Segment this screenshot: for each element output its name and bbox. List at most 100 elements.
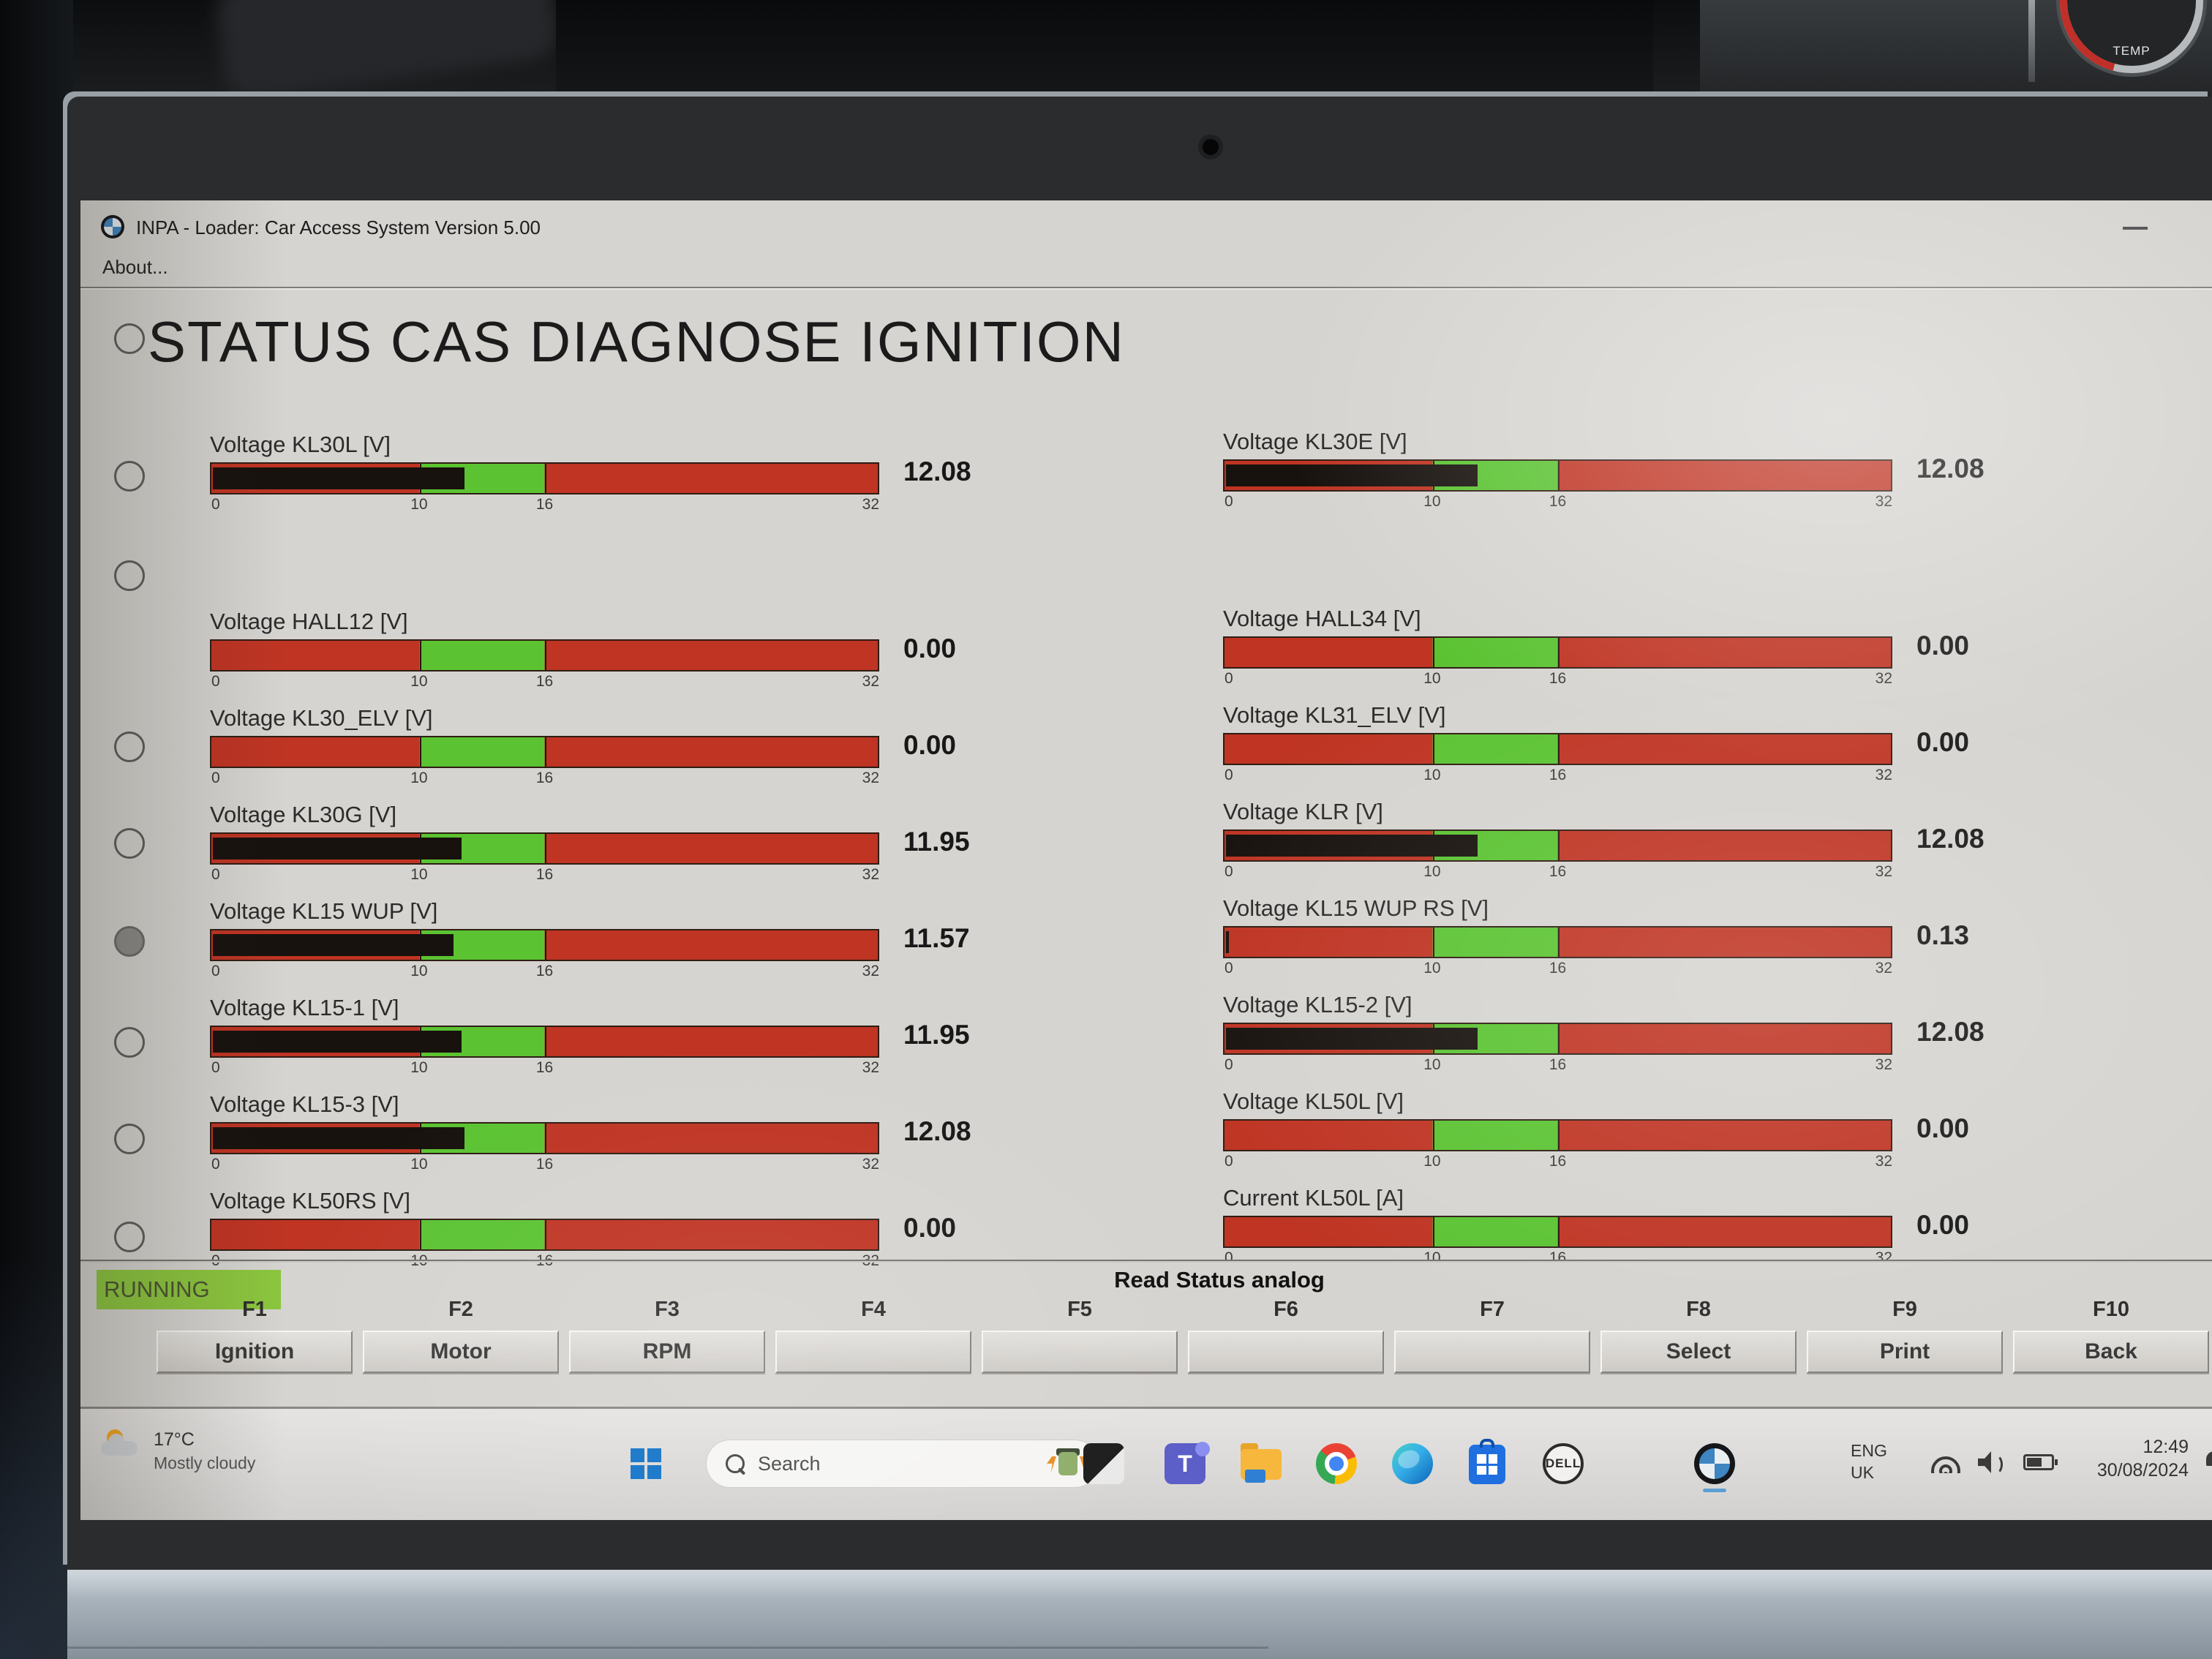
gauge-bar-fill	[1226, 835, 1478, 857]
radio-indicator[interactable]	[114, 560, 145, 591]
windows-taskbar: 17°C Mostly cloudy Search	[80, 1407, 2212, 1520]
gauge-row: Voltage KL50L [V] 0 10 16 32 0.00	[1223, 1088, 2181, 1172]
radio-indicator[interactable]	[114, 1222, 145, 1252]
tick-10: 10	[1423, 493, 1441, 510]
tick-16: 16	[1549, 767, 1567, 783]
tick-0: 0	[1224, 960, 1233, 977]
function-key-button[interactable]	[1394, 1331, 1590, 1373]
gauge-bar	[210, 832, 879, 865]
file-explorer-icon[interactable]	[1241, 1443, 1282, 1484]
tick-16: 16	[535, 1059, 554, 1076]
tick-10: 10	[410, 1059, 428, 1076]
gauge-row: Voltage KLR [V] 0 10 16 32 12.08	[1223, 799, 2181, 882]
gauge-label: Voltage KL30L [V]	[210, 432, 391, 457]
gauge-value: 11.95	[903, 1020, 970, 1050]
weather-widget[interactable]: 17°C Mostly cloudy	[101, 1429, 255, 1473]
tick-0: 0	[211, 963, 220, 979]
gauge-scale: 0 10 16 32	[210, 1156, 879, 1175]
photos-app-icon[interactable]	[1083, 1443, 1124, 1484]
tick-10: 10	[410, 770, 428, 786]
status-message: Read Status analog	[1114, 1267, 1325, 1293]
tick-10: 10	[1423, 767, 1441, 783]
gauge-scale: 0 10 16 32	[210, 496, 879, 515]
radio-indicator[interactable]	[114, 323, 145, 354]
radio-indicator[interactable]	[114, 828, 145, 859]
chrome-app-icon[interactable]	[1316, 1443, 1357, 1484]
menu-about[interactable]: About...	[102, 256, 168, 278]
function-key-button[interactable]: RPM	[569, 1331, 765, 1373]
gauge-row: Voltage KL15-1 [V] 0 10 16 32 11.95	[210, 995, 1168, 1078]
language-switcher[interactable]: ENG UK	[1851, 1440, 1887, 1483]
gauge-row: Voltage KL15 WUP RS [V] 0 10 16 32 0.13	[1223, 895, 2181, 979]
function-key-cell: F3 RPM	[569, 1298, 765, 1373]
gauge-row: Voltage KL30L [V] 0 10 16 32 12.08	[210, 432, 1168, 515]
bmw-app-icon	[101, 215, 124, 238]
clock-widget[interactable]: 12:49 30/08/2024	[2055, 1435, 2189, 1482]
search-input[interactable]: Search	[706, 1440, 1099, 1488]
tick-10: 10	[410, 1252, 428, 1269]
function-key-label: F2	[448, 1298, 473, 1321]
gauge-row: Current KL50L [A] 0 10 16 32 0.00	[1223, 1185, 2181, 1268]
gauge-bar	[1223, 830, 1892, 862]
gauge-scale: 0 10 16 32	[210, 866, 879, 885]
windows-start-button[interactable]	[631, 1448, 661, 1479]
gauge-bar	[1223, 1023, 1892, 1055]
radio-indicator[interactable]	[114, 1124, 145, 1154]
speaker-icon[interactable]	[1978, 1451, 2004, 1475]
function-key-button[interactable]: Ignition	[157, 1331, 353, 1373]
function-key-button[interactable]	[982, 1331, 1178, 1373]
tick-0: 0	[211, 1252, 220, 1270]
function-key-button[interactable]	[1188, 1331, 1384, 1373]
status-badge: RUNNING	[97, 1270, 281, 1309]
gauge-label: Voltage KLR [V]	[1223, 799, 1383, 824]
dell-app-icon[interactable]: DELL	[1543, 1443, 1584, 1484]
tick-16: 16	[1549, 1056, 1567, 1073]
tick-32: 32	[862, 496, 879, 513]
gauge-row: Voltage KL31_ELV [V] 0 10 16 32 0.00	[1223, 702, 2181, 786]
gauge-label: Voltage HALL34 [V]	[1223, 606, 1421, 631]
gauge-bar	[210, 639, 879, 672]
laptop-screen: INPA - Loader: Car Access System Version…	[80, 200, 2212, 1520]
dashboard-trim	[2028, 0, 2035, 82]
function-key-label: F10	[2093, 1298, 2129, 1321]
language-code: ENG	[1851, 1441, 1887, 1460]
function-key-button[interactable]: Print	[1807, 1331, 2003, 1373]
gauge-row: Voltage KL50RS [V] 0 10 16 32 0.00	[210, 1188, 1168, 1271]
tick-10: 10	[410, 496, 428, 513]
gauge-label: Voltage HALL12 [V]	[210, 609, 408, 634]
radio-indicator-selected[interactable]	[114, 926, 145, 957]
function-key-button[interactable]: Select	[1600, 1331, 1797, 1373]
gauge-bar	[1223, 459, 1892, 492]
gauge-row: Voltage HALL34 [V] 0 10 16 32 0.00	[1223, 606, 2181, 689]
bmw-inpa-taskbar-icon[interactable]	[1694, 1443, 1735, 1492]
gauge-column-right: Voltage KL30E [V] 0 10 16 32 12.08 Volta…	[1223, 429, 2181, 1282]
gauge-scale: 0 10 16 32	[210, 1252, 879, 1271]
gauge-row: Voltage KL15-3 [V] 0 10 16 32 12.08	[210, 1091, 1168, 1175]
gauge-bar	[210, 1219, 879, 1251]
dashboard-shadow	[556, 0, 1653, 110]
tick-0: 0	[211, 1059, 220, 1076]
gauge-value: 11.57	[903, 923, 970, 953]
gauge-row: Voltage KL15-2 [V] 0 10 16 32 12.08	[1223, 992, 2181, 1075]
function-key-button[interactable]: Back	[2013, 1331, 2209, 1373]
edge-app-icon[interactable]	[1392, 1443, 1433, 1484]
webcam-icon	[1203, 139, 1219, 155]
gauge-row: Voltage HALL12 [V] 0 10 16 32 0.00	[210, 609, 1168, 692]
weather-temperature: 17°C	[154, 1429, 195, 1450]
function-key-button[interactable]	[775, 1331, 971, 1373]
minimize-button[interactable]	[2123, 227, 2148, 230]
function-key-button[interactable]: Motor	[363, 1331, 559, 1373]
microsoft-store-icon[interactable]	[1469, 1439, 1505, 1484]
radio-indicator[interactable]	[114, 461, 145, 492]
teams-app-icon[interactable]	[1165, 1442, 1210, 1484]
tick-16: 16	[535, 1156, 554, 1173]
battery-icon[interactable]	[2023, 1454, 2058, 1470]
tick-16: 16	[535, 866, 554, 883]
wifi-icon[interactable]	[1930, 1454, 1962, 1473]
notification-bell-icon[interactable]	[2203, 1447, 2212, 1472]
radio-indicator[interactable]	[114, 1027, 145, 1058]
tick-0: 0	[1224, 670, 1233, 687]
radio-indicator[interactable]	[114, 731, 145, 762]
lightning-icon	[1047, 1456, 1056, 1472]
gauge-bar	[210, 736, 879, 768]
